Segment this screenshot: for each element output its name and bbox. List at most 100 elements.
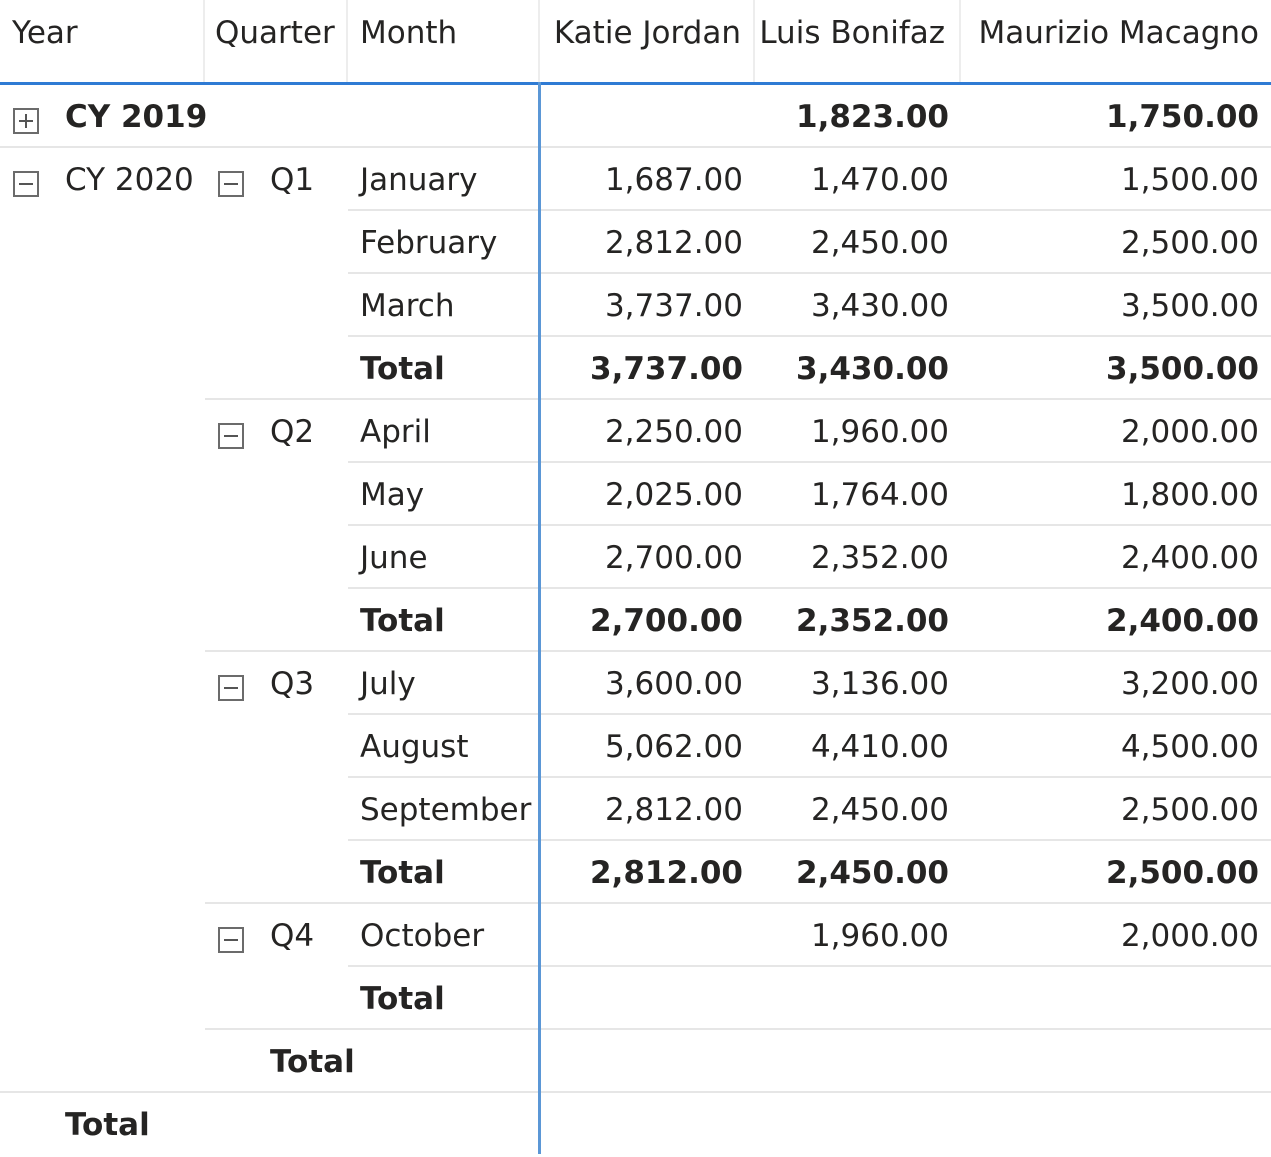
row-divider [348, 524, 1271, 526]
table-row-q4-total: Total [0, 968, 1271, 1031]
value-luis-bonifaz: 2,450.00 [810, 225, 949, 261]
value-katie-jordan: 2,812.00 [590, 855, 743, 891]
row-divider [205, 650, 1271, 652]
row-label-q1: Q1 [270, 162, 315, 198]
row-label-month: October [360, 918, 485, 954]
row-divider [348, 461, 1271, 463]
row-label-month: March [360, 288, 455, 324]
row-divider [348, 776, 1271, 778]
value-luis-bonifaz: 2,450.00 [810, 792, 949, 828]
value-maurizio-macagno: 1,500.00 [1120, 162, 1259, 198]
value-luis-bonifaz: 1,960.00 [810, 414, 949, 450]
row-label-month: February [360, 225, 498, 261]
row-divider [348, 965, 1271, 967]
value-luis-bonifaz: 3,136.00 [810, 666, 949, 702]
collapse-icon[interactable] [218, 927, 244, 953]
table-row-august: August 5,062.00 4,410.00 4,500.00 [0, 716, 1271, 779]
row-divider [348, 335, 1271, 337]
table-row-year-total: Total [0, 1031, 1271, 1094]
header-katie-jordan[interactable]: Katie Jordan [540, 0, 755, 82]
value-maurizio-macagno: 2,000.00 [1120, 414, 1259, 450]
value-luis-bonifaz: 2,352.00 [796, 603, 949, 639]
value-katie-jordan [540, 905, 755, 968]
row-label-month: April [360, 414, 431, 450]
row-divider [205, 902, 1271, 904]
value-katie-jordan: 3,600.00 [604, 666, 743, 702]
row-label-cy2020: CY 2020 [65, 162, 194, 198]
value-luis-bonifaz: 2,450.00 [796, 855, 949, 891]
row-label-grand-total: Total [65, 1107, 150, 1143]
table-row-february: February 2,812.00 2,450.00 2,500.00 [0, 212, 1271, 275]
header-year[interactable]: Year [0, 0, 205, 82]
row-divider [205, 398, 1271, 400]
value-maurizio-macagno: 2,400.00 [1106, 603, 1259, 639]
row-divider [348, 209, 1271, 211]
value-maurizio-macagno: 2,500.00 [1120, 792, 1259, 828]
row-divider [348, 713, 1271, 715]
value-luis-bonifaz: 2,352.00 [810, 540, 949, 576]
table-row-may: May 2,025.00 1,764.00 1,800.00 [0, 464, 1271, 527]
value-maurizio-macagno: 1,750.00 [1106, 99, 1259, 135]
row-label-subtotal: Total [360, 603, 445, 639]
collapse-icon[interactable] [218, 423, 244, 449]
collapse-icon[interactable] [218, 675, 244, 701]
header-month[interactable]: Month [348, 0, 540, 82]
row-label-q4: Q4 [270, 918, 315, 954]
value-maurizio-macagno: 2,500.00 [1120, 225, 1259, 261]
row-label-q3: Q3 [270, 666, 315, 702]
value-maurizio-macagno: 1,800.00 [1120, 477, 1259, 513]
table-row-january: CY 2020 Q1 January 1,687.00 1,470.00 1,5… [0, 149, 1271, 212]
row-label-month: May [360, 477, 425, 513]
row-divider [348, 587, 1271, 589]
row-label-month: September [360, 792, 532, 828]
row-divider [0, 1091, 1271, 1093]
row-label-subtotal: Total [360, 855, 445, 891]
value-katie-jordan: 2,812.00 [604, 225, 743, 261]
table-row-september: September 2,812.00 2,450.00 2,500.00 [0, 779, 1271, 842]
value-katie-jordan: 2,812.00 [604, 792, 743, 828]
table-row-march: March 3,737.00 3,430.00 3,500.00 [0, 275, 1271, 338]
value-maurizio-macagno: 3,200.00 [1120, 666, 1259, 702]
value-maurizio-macagno: 2,000.00 [1120, 918, 1259, 954]
table-row-q2-total: Total 2,700.00 2,352.00 2,400.00 [0, 590, 1271, 653]
row-divider [348, 272, 1271, 274]
row-divider [0, 146, 1271, 148]
row-label-year-total: Total [270, 1044, 355, 1080]
value-katie-jordan [540, 86, 755, 149]
value-maurizio-macagno: 2,400.00 [1120, 540, 1259, 576]
value-luis-bonifaz: 1,470.00 [810, 162, 949, 198]
row-divider [348, 839, 1271, 841]
value-maurizio-macagno: 2,500.00 [1106, 855, 1259, 891]
table-row-q3-total: Total 2,812.00 2,450.00 2,500.00 [0, 842, 1271, 905]
value-luis-bonifaz: 1,823.00 [796, 99, 949, 135]
row-header-separator [538, 82, 541, 1154]
row-label-subtotal: Total [360, 981, 445, 1017]
value-maurizio-macagno: 4,500.00 [1120, 729, 1259, 765]
expand-icon[interactable] [13, 108, 39, 134]
collapse-icon[interactable] [218, 171, 244, 197]
value-luis-bonifaz: 1,764.00 [810, 477, 949, 513]
value-luis-bonifaz: 1,960.00 [810, 918, 949, 954]
table-row-june: June 2,700.00 2,352.00 2,400.00 [0, 527, 1271, 590]
header-underline [0, 82, 1271, 85]
value-katie-jordan: 2,025.00 [604, 477, 743, 513]
header-luis-bonifaz[interactable]: Luis Bonifaz [755, 0, 961, 82]
table-row-cy2019: CY 2019 1,823.00 1,750.00 [0, 86, 1271, 149]
table-row-april: Q2 April 2,250.00 1,960.00 2,000.00 [0, 401, 1271, 464]
header-maurizio-macagno[interactable]: Maurizio Macagno [978, 15, 1259, 51]
table-row-july: Q3 July 3,600.00 3,136.00 3,200.00 [0, 653, 1271, 716]
value-maurizio-macagno: 3,500.00 [1106, 351, 1259, 387]
value-katie-jordan: 2,700.00 [604, 540, 743, 576]
value-luis-bonifaz: 3,430.00 [810, 288, 949, 324]
row-divider [205, 1028, 1271, 1030]
row-label-month: July [360, 666, 416, 702]
row-label-month: August [360, 729, 469, 765]
value-katie-jordan: 3,737.00 [604, 288, 743, 324]
value-luis-bonifaz: 3,430.00 [796, 351, 949, 387]
table-row-grand-total: Total [0, 1094, 1271, 1157]
collapse-icon[interactable] [13, 171, 39, 197]
header-quarter[interactable]: Quarter [205, 0, 348, 82]
value-luis-bonifaz: 4,410.00 [810, 729, 949, 765]
table-row-q1-total: Total 3,737.00 3,430.00 3,500.00 [0, 338, 1271, 401]
